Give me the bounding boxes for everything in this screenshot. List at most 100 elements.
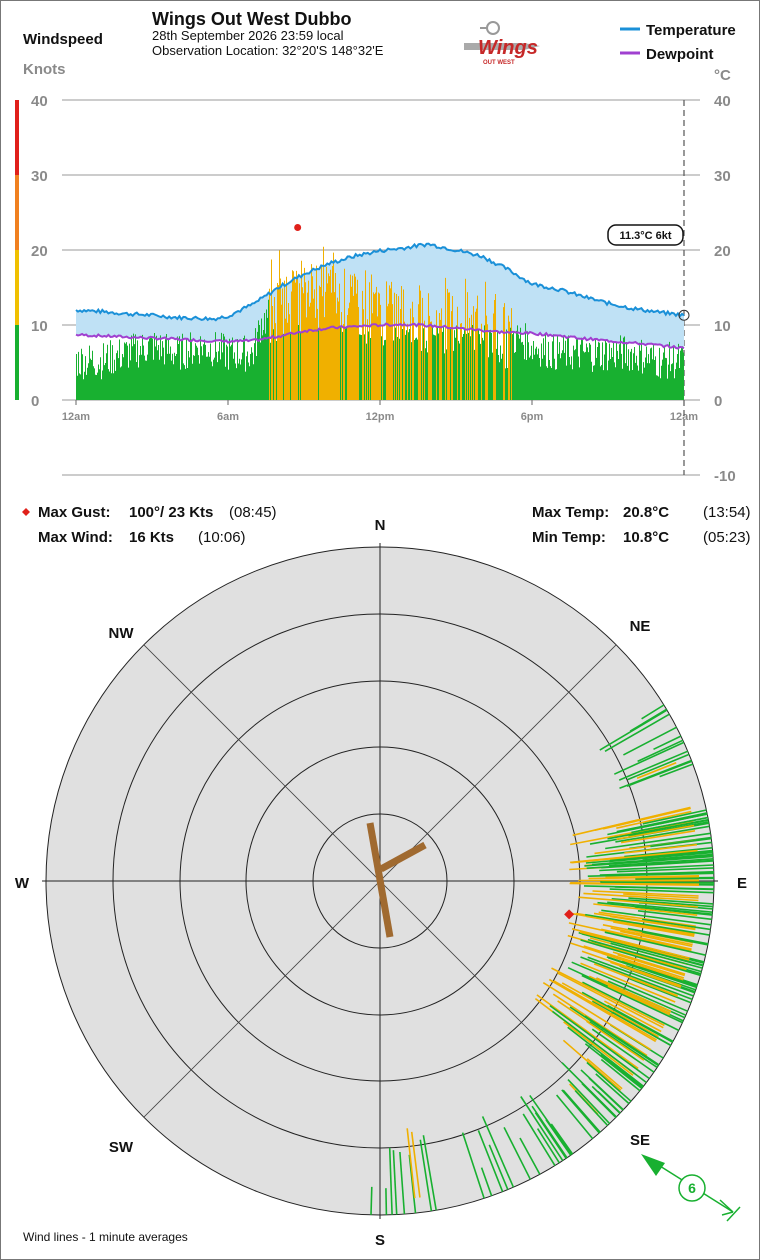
max-gust-time: (08:45) <box>229 504 277 521</box>
wind-line <box>545 1119 572 1156</box>
current-wind-arrow: 6 <box>641 1154 741 1222</box>
wind-line <box>618 750 689 781</box>
wind-line <box>607 819 709 840</box>
wind-line <box>617 953 685 977</box>
wind-line <box>605 832 711 850</box>
wind-line <box>588 975 671 1014</box>
wind-line <box>561 1062 617 1118</box>
wind-line <box>552 1010 647 1084</box>
wind-line <box>610 942 703 969</box>
wind-line <box>410 1131 421 1198</box>
wind-line <box>562 1039 622 1091</box>
wind-line <box>583 945 685 979</box>
station-title: Wings Out West Dubbo <box>152 9 352 29</box>
wind-line <box>620 973 678 997</box>
wind-line <box>534 1112 567 1159</box>
wind-line <box>586 915 695 936</box>
wind-line <box>609 851 713 863</box>
wind-line <box>613 921 695 937</box>
x-axis-tick-label: 12am <box>62 411 90 423</box>
wings-logo: Wings OUT WEST <box>464 21 540 66</box>
dewpoint-legend-label: Dewpoint <box>646 46 714 63</box>
wind-line <box>607 985 671 1016</box>
wind-line <box>578 896 698 908</box>
wind-line <box>581 950 682 987</box>
wind-line <box>553 980 657 1041</box>
wind-line <box>653 735 682 751</box>
arrow-feather <box>721 1211 734 1216</box>
compass-label: W <box>15 875 30 892</box>
wind-line <box>536 994 639 1070</box>
min-temp-label: Min Temp: <box>532 529 606 546</box>
arrow-feather <box>719 1199 734 1213</box>
wind-line <box>628 821 709 838</box>
current-wind-arrow-head <box>641 1154 665 1176</box>
wind-line <box>601 909 712 926</box>
wind-line <box>392 1150 398 1215</box>
wind-line <box>609 915 696 931</box>
wind-line <box>627 753 690 781</box>
max-wind-value: 16 Kts <box>129 529 174 546</box>
wind-line <box>574 1090 609 1126</box>
left-axis-tick-label: 30 <box>31 168 48 185</box>
compass-label: SW <box>109 1139 134 1156</box>
wind-line <box>613 741 685 775</box>
wind-line <box>586 1058 623 1090</box>
wind-line <box>580 962 676 1003</box>
min-temp-value: 10.8°C <box>623 529 669 546</box>
wind-line <box>587 956 694 997</box>
wind-line <box>551 967 665 1027</box>
wind-line <box>600 881 715 884</box>
wind-line <box>520 1096 564 1162</box>
wind-line <box>587 938 702 973</box>
wind-line <box>548 978 657 1043</box>
wind-line <box>624 847 713 858</box>
celsius-unit-label: °C <box>714 67 731 84</box>
wind-line <box>370 1186 373 1215</box>
wind-line <box>570 942 684 981</box>
wind-line <box>422 1135 437 1211</box>
wind-barb-shaft <box>366 822 394 938</box>
rose-max-gust-marker <box>564 909 575 920</box>
wind-line <box>580 939 701 977</box>
wind-line <box>555 1094 594 1140</box>
wind-line <box>604 1000 662 1033</box>
max-temp-time: (13:54) <box>703 504 751 521</box>
wind-line <box>631 816 709 834</box>
wind-line <box>542 982 652 1051</box>
max-gust-point <box>294 224 302 231</box>
wind-line <box>579 931 690 961</box>
current-temperature-marker <box>678 309 690 321</box>
wind-line <box>385 1188 388 1215</box>
wind-line <box>607 1004 674 1043</box>
x-axis-tick-label: 12am <box>670 411 698 423</box>
wind-line <box>610 961 682 988</box>
wind-line <box>582 981 680 1032</box>
wind-line <box>583 885 714 890</box>
gust-marker-icon <box>22 508 30 516</box>
right-axis-tick-label: 0 <box>714 393 722 410</box>
wind-line <box>593 903 698 916</box>
wind-line <box>628 977 692 1004</box>
wind-line <box>557 972 664 1029</box>
wind-line <box>592 854 714 866</box>
wind-line <box>641 813 708 829</box>
wind-line <box>589 1021 658 1069</box>
wind-line <box>641 918 711 931</box>
current-readout-text: 11.3°C 6kt <box>619 230 671 242</box>
wind-line <box>608 807 691 829</box>
wind-line <box>629 708 668 732</box>
wind-line <box>608 875 700 879</box>
compass-label: SE <box>630 1132 650 1149</box>
current-wind-badge <box>678 1174 706 1202</box>
windspeed-title: Windspeed <box>23 31 103 48</box>
compass-label: NW <box>109 625 135 642</box>
compass-label: S <box>375 1232 385 1249</box>
wind-line <box>598 911 696 927</box>
wind-line <box>477 1130 504 1192</box>
wind-line <box>616 812 708 833</box>
temperature-legend-label: Temperature <box>646 22 736 39</box>
wind-line <box>408 1154 417 1214</box>
wind-line <box>531 1105 568 1159</box>
